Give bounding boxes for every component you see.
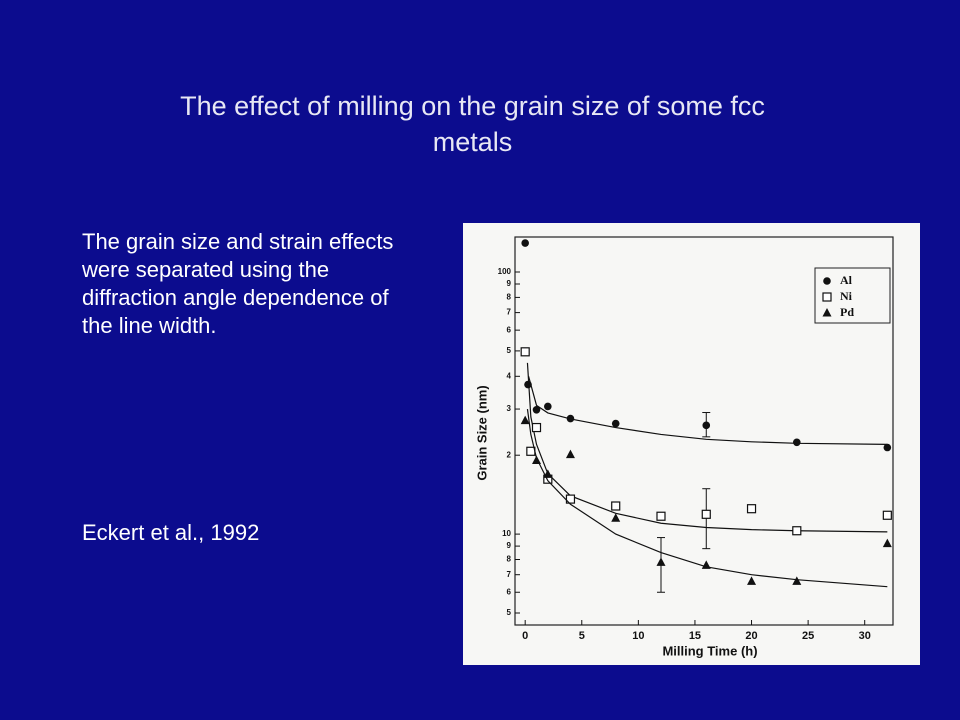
data-point — [521, 239, 529, 247]
x-tick-label: 25 — [802, 630, 814, 642]
data-point — [531, 422, 542, 433]
slide-title: The effect of milling on the grain size … — [180, 91, 765, 157]
data-point — [566, 414, 575, 423]
data-point — [792, 526, 802, 536]
data-point — [882, 538, 892, 548]
data-point — [656, 511, 666, 521]
fit-curve — [526, 408, 888, 588]
y-tick-label: 100 — [498, 267, 512, 276]
fit-curve — [526, 362, 888, 533]
y-tick-label: 3 — [507, 404, 512, 413]
y-tick-label: 5 — [507, 346, 512, 355]
x-tick-label: 30 — [859, 630, 871, 642]
data-point — [565, 449, 575, 459]
data-point — [532, 455, 542, 464]
x-tick-label: 0 — [522, 630, 528, 642]
data-point — [792, 576, 802, 585]
data-point — [524, 380, 532, 389]
data-point — [883, 443, 892, 452]
x-tick-label: 20 — [745, 630, 757, 642]
data-point — [793, 438, 801, 447]
legend-label: Pd — [840, 305, 854, 319]
data-point — [702, 421, 711, 430]
slide-body: The grain size and strain effects were s… — [82, 229, 394, 338]
data-point — [565, 494, 576, 504]
x-tick-label: 15 — [689, 630, 701, 642]
y-tick-label: 4 — [507, 371, 512, 380]
y-tick-label: 6 — [507, 325, 512, 334]
y-tick-label: 9 — [507, 541, 512, 550]
x-tick-label: 5 — [579, 630, 585, 642]
y-tick-label: 8 — [507, 293, 512, 302]
legend-label: Al — [840, 273, 853, 287]
data-point — [520, 415, 530, 425]
y-tick-label: 8 — [507, 555, 512, 564]
data-point — [543, 469, 553, 478]
data-point — [520, 347, 530, 357]
y-tick-label: 9 — [507, 279, 512, 288]
legend-label: Ni — [840, 289, 853, 303]
y-tick-label: 6 — [507, 587, 512, 596]
y-tick-label: 7 — [507, 308, 512, 317]
plot-frame — [514, 236, 894, 626]
data-point — [701, 560, 711, 569]
x-tick-label: 10 — [632, 630, 644, 642]
data-point — [656, 557, 666, 566]
data-point — [701, 509, 711, 519]
fit-curve — [528, 376, 888, 445]
data-point — [882, 510, 892, 520]
legend-box — [814, 267, 891, 324]
y-tick-label: 5 — [507, 608, 512, 617]
data-point — [611, 501, 621, 511]
legend-marker — [822, 308, 832, 317]
data-point — [532, 406, 541, 414]
legend-marker — [822, 292, 832, 302]
chart: Milling Time (h) Grain Size (nm) 0 5 10 15 2… — [463, 223, 920, 665]
y-tick-label: 2 — [507, 450, 512, 459]
data-point — [746, 504, 757, 514]
x-axis-label: Milling Time (h) — [662, 643, 757, 658]
data-point — [611, 513, 621, 522]
y-axis-label: Grain Size (nm) — [474, 385, 489, 480]
citation: Eckert et al., 1992 — [82, 520, 260, 545]
data-point — [747, 576, 757, 585]
data-point — [544, 402, 552, 411]
legend-marker — [823, 277, 831, 285]
y-tick-label: 10 — [502, 529, 511, 538]
y-tick-label: 7 — [507, 570, 512, 579]
data-point — [611, 419, 620, 428]
